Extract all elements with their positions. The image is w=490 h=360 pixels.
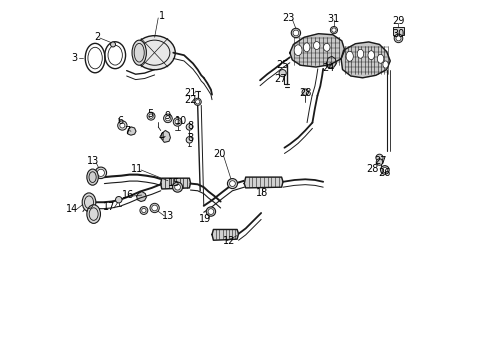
Circle shape bbox=[302, 89, 309, 95]
Ellipse shape bbox=[134, 36, 175, 70]
Ellipse shape bbox=[368, 51, 374, 60]
Circle shape bbox=[332, 28, 336, 32]
Text: 20: 20 bbox=[213, 149, 225, 159]
Text: 12: 12 bbox=[222, 236, 235, 246]
Circle shape bbox=[293, 30, 299, 36]
Ellipse shape bbox=[314, 41, 320, 49]
Polygon shape bbox=[212, 229, 239, 240]
Circle shape bbox=[166, 116, 171, 121]
Text: 11: 11 bbox=[130, 164, 143, 174]
Text: 9: 9 bbox=[165, 111, 171, 121]
Polygon shape bbox=[326, 56, 337, 68]
Text: 16: 16 bbox=[122, 190, 135, 200]
Text: 2: 2 bbox=[94, 32, 100, 41]
Text: 15: 15 bbox=[168, 178, 180, 188]
Text: 14: 14 bbox=[66, 204, 78, 215]
Circle shape bbox=[194, 98, 201, 105]
Text: 27: 27 bbox=[374, 156, 387, 166]
Ellipse shape bbox=[132, 40, 147, 65]
Text: 30: 30 bbox=[392, 29, 405, 39]
Circle shape bbox=[330, 27, 338, 34]
Ellipse shape bbox=[303, 43, 310, 52]
Circle shape bbox=[291, 28, 300, 38]
Text: 29: 29 bbox=[392, 17, 405, 27]
Text: 22: 22 bbox=[184, 95, 197, 105]
Circle shape bbox=[186, 136, 193, 143]
Polygon shape bbox=[341, 42, 390, 78]
Text: 24: 24 bbox=[322, 63, 334, 73]
Circle shape bbox=[140, 207, 148, 215]
Circle shape bbox=[382, 167, 388, 172]
Circle shape bbox=[97, 169, 104, 176]
Polygon shape bbox=[290, 34, 344, 67]
Circle shape bbox=[150, 203, 159, 213]
Text: 18: 18 bbox=[256, 188, 269, 198]
Text: 25: 25 bbox=[276, 59, 289, 69]
Circle shape bbox=[111, 42, 116, 47]
Text: 21: 21 bbox=[184, 88, 196, 98]
Circle shape bbox=[206, 207, 216, 216]
Circle shape bbox=[381, 166, 389, 174]
Circle shape bbox=[208, 209, 214, 215]
Circle shape bbox=[376, 159, 383, 165]
Circle shape bbox=[149, 114, 153, 118]
Circle shape bbox=[172, 182, 183, 192]
Text: 27: 27 bbox=[274, 74, 287, 84]
Circle shape bbox=[175, 120, 180, 125]
Circle shape bbox=[227, 179, 238, 189]
Text: 13: 13 bbox=[162, 211, 174, 221]
FancyBboxPatch shape bbox=[393, 27, 403, 35]
Polygon shape bbox=[161, 131, 171, 142]
Circle shape bbox=[118, 121, 127, 130]
Ellipse shape bbox=[383, 61, 388, 68]
Polygon shape bbox=[161, 178, 191, 189]
Circle shape bbox=[173, 118, 182, 126]
Text: 26: 26 bbox=[378, 168, 391, 178]
Text: 4: 4 bbox=[159, 132, 165, 142]
Ellipse shape bbox=[357, 49, 364, 58]
Circle shape bbox=[186, 124, 193, 130]
Circle shape bbox=[279, 69, 286, 77]
Circle shape bbox=[120, 123, 125, 128]
Text: 8: 8 bbox=[188, 121, 194, 131]
Text: 7: 7 bbox=[124, 126, 130, 135]
Polygon shape bbox=[245, 177, 283, 188]
Text: 31: 31 bbox=[328, 14, 340, 24]
Circle shape bbox=[376, 154, 383, 161]
Circle shape bbox=[230, 181, 235, 186]
Text: 28: 28 bbox=[299, 88, 312, 98]
Circle shape bbox=[147, 112, 155, 120]
Text: 13: 13 bbox=[86, 156, 98, 166]
Circle shape bbox=[142, 208, 146, 213]
Ellipse shape bbox=[87, 169, 98, 185]
Text: 19: 19 bbox=[199, 215, 211, 224]
Text: 5: 5 bbox=[147, 109, 153, 119]
Text: 6: 6 bbox=[117, 116, 123, 126]
Ellipse shape bbox=[87, 205, 100, 224]
Circle shape bbox=[394, 34, 403, 42]
Ellipse shape bbox=[82, 193, 96, 212]
Circle shape bbox=[164, 114, 172, 123]
Ellipse shape bbox=[323, 43, 330, 51]
Circle shape bbox=[196, 100, 200, 104]
Text: 23: 23 bbox=[283, 13, 295, 23]
Text: 10: 10 bbox=[175, 116, 187, 126]
Text: 28: 28 bbox=[366, 163, 378, 174]
Ellipse shape bbox=[346, 51, 353, 61]
Polygon shape bbox=[127, 127, 136, 135]
Text: 1: 1 bbox=[159, 11, 165, 21]
Ellipse shape bbox=[294, 45, 302, 55]
Circle shape bbox=[95, 167, 107, 179]
Circle shape bbox=[116, 197, 122, 203]
Circle shape bbox=[175, 184, 180, 190]
Circle shape bbox=[152, 205, 157, 211]
Ellipse shape bbox=[377, 54, 384, 63]
Circle shape bbox=[396, 36, 401, 41]
Text: 3: 3 bbox=[72, 53, 78, 63]
Polygon shape bbox=[137, 192, 147, 202]
Text: 17: 17 bbox=[103, 202, 116, 212]
Text: 8: 8 bbox=[188, 134, 194, 143]
